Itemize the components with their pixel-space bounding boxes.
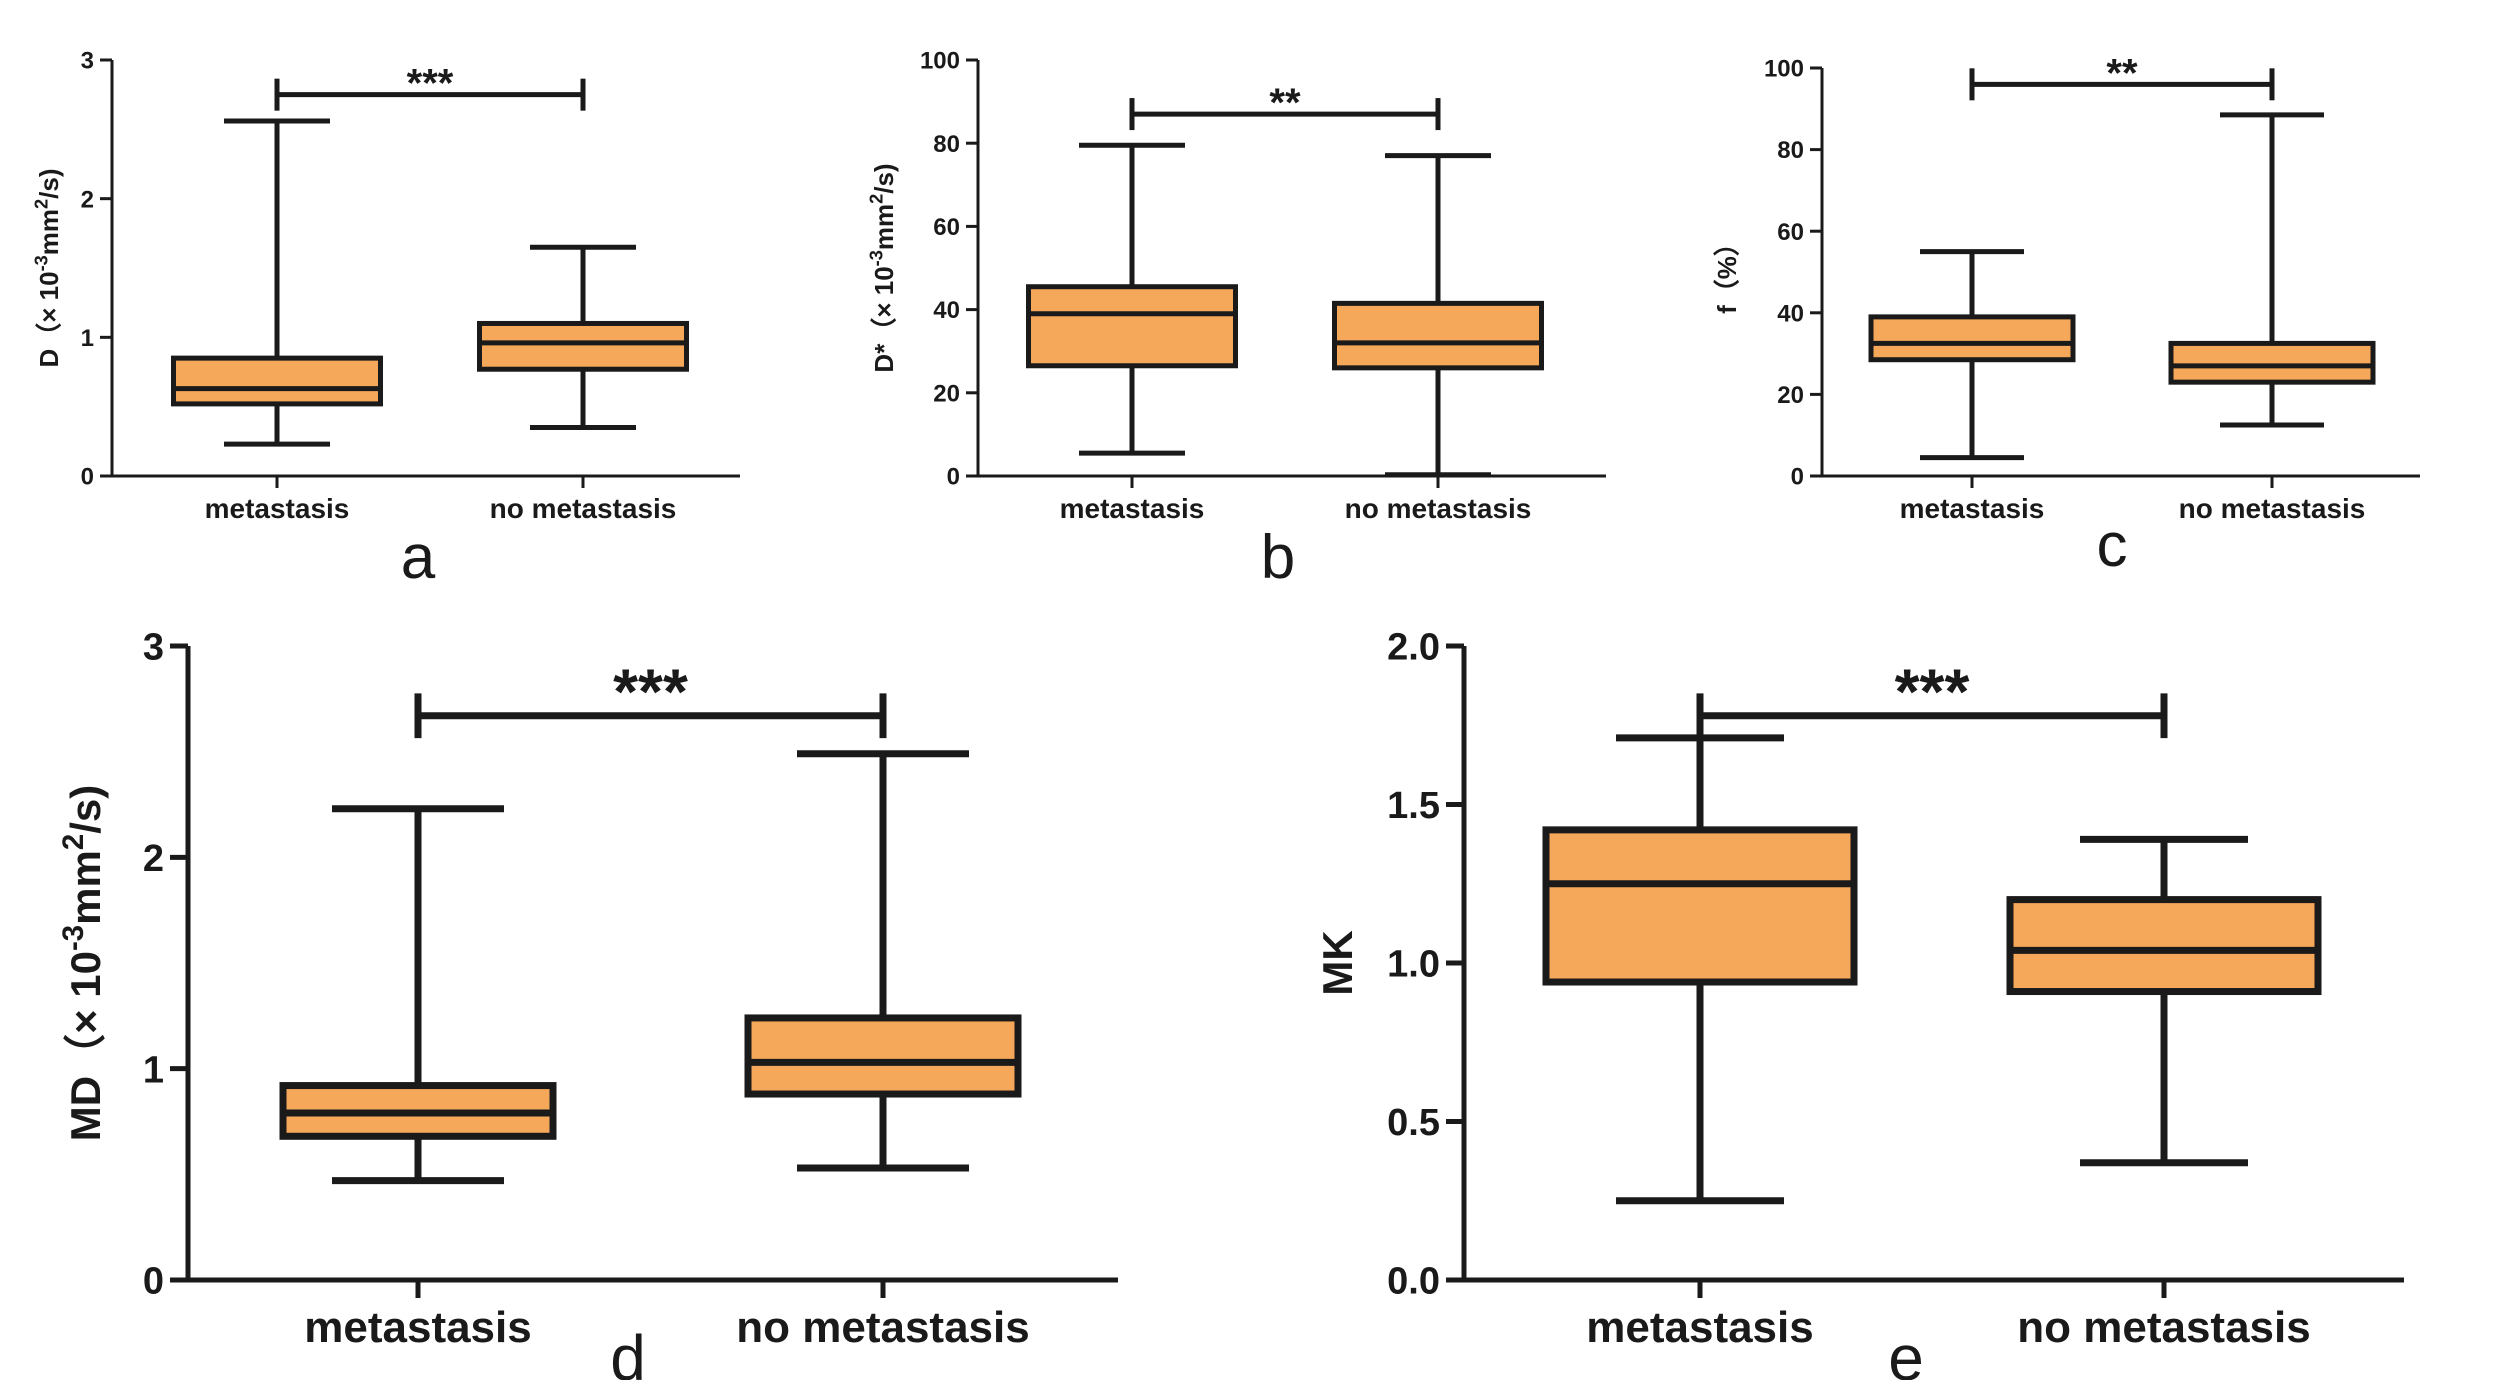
y-tick-label: 20: [933, 380, 960, 407]
y-tick-label: 2: [81, 186, 94, 213]
y-tick-label: 0.5: [1387, 1102, 1440, 1144]
x-tick-label: no metastasis: [2179, 493, 2366, 524]
y-axis-title: D*（× 10-3mm2/s): [867, 163, 899, 372]
iqr-box: [1332, 300, 1544, 371]
y-tick-label: 40: [1777, 300, 1804, 327]
box-b-2: [1332, 153, 1544, 478]
y-tick-label: 0: [1791, 464, 1804, 491]
y-tick-label: 3: [81, 48, 94, 75]
y-tick-label: 100: [920, 48, 960, 75]
y-tick-label: 20: [1777, 382, 1804, 409]
y-axis-title-part: mm: [34, 209, 64, 255]
y-tick-label: 0: [81, 464, 94, 491]
significance-label: ***: [1895, 656, 1970, 728]
iqr-box: [477, 320, 689, 372]
box-c-1: [1868, 249, 2076, 461]
y-axis-title-part: D（× 10: [34, 271, 64, 367]
significance-label: ***: [613, 656, 688, 728]
y-tick-label: 1: [81, 325, 94, 352]
box-a-1: [171, 118, 383, 447]
y-axis-title: D（× 10-3mm2/s): [32, 169, 64, 368]
y-tick-label: 2: [143, 838, 164, 880]
x-tick-label: metastasis: [1060, 493, 1205, 524]
box-a-2: [477, 244, 689, 430]
x-tick-label: metastasis: [304, 1303, 531, 1352]
y-tick-label: 0: [143, 1261, 164, 1303]
panel-letter: c: [2097, 511, 2128, 580]
y-axis-title-superscript: -3: [57, 925, 90, 951]
y-axis-title-superscript: -3: [32, 255, 52, 271]
y-tick-label: 1.0: [1387, 944, 1440, 986]
box-b-1: [1026, 142, 1238, 456]
y-tick-label: 2.0: [1387, 627, 1440, 669]
y-axis-title: MK: [1314, 930, 1361, 995]
box-d-2: [744, 750, 1022, 1172]
box-c-2: [2168, 112, 2376, 428]
y-axis-title-part: /s): [869, 163, 899, 193]
panel-letter: d: [610, 1322, 646, 1380]
panel-c: 0 20 40 60 80 100 metastasis no metastasis ** f（%…: [1712, 51, 2420, 580]
y-tick-label: 100: [1764, 56, 1804, 83]
box-d-1: [279, 805, 557, 1185]
y-tick-label: 60: [933, 214, 960, 241]
x-tick-label: no metastasis: [2017, 1303, 2310, 1352]
y-tick-label: 0: [947, 464, 960, 491]
box-e-2: [2006, 835, 2322, 1167]
panel-letter: a: [401, 523, 436, 592]
y-axis-title: f（%）: [1712, 230, 1742, 314]
panel-e: 0.0 0.5 1.0 1.5 2.0 metastasis no metastasis **…: [1314, 627, 2404, 1380]
significance-label: **: [2106, 51, 2138, 95]
y-axis-title-superscript: 2: [57, 834, 90, 850]
y-axis-title-part: D*（× 10: [869, 266, 899, 372]
y-axis-title-part: /s): [62, 785, 109, 834]
y-tick-label: 0.0: [1387, 1261, 1440, 1303]
y-tick-label: 1.5: [1387, 785, 1440, 827]
x-tick-label: no metastasis: [1345, 493, 1532, 524]
y-axis-title-superscript: -3: [867, 250, 887, 266]
y-tick-label: 1: [143, 1049, 164, 1091]
significance-label: ***: [407, 62, 454, 106]
x-tick-label: metastasis: [1586, 1303, 1813, 1352]
significance-label: **: [1269, 81, 1301, 125]
iqr-box: [171, 355, 383, 407]
x-tick-label: no metastasis: [736, 1303, 1029, 1352]
y-axis-title-superscript: 2: [867, 194, 887, 204]
y-axis-title-part: mm: [869, 204, 899, 250]
x-tick-label: no metastasis: [490, 493, 677, 524]
y-axis-title-part: mm: [62, 850, 109, 925]
box-e-1: [1542, 734, 1858, 1205]
panel-a: 0 1 2 3 metastasis no metastasis *** D（× 10-3mm…: [32, 48, 740, 592]
x-tick-label: metastasis: [1900, 493, 2045, 524]
iqr-box: [1026, 284, 1238, 369]
iqr-box: [744, 1014, 1022, 1098]
y-tick-label: 80: [1777, 137, 1804, 164]
y-tick-label: 40: [933, 297, 960, 324]
y-axis-title: MD（× 10-3mm2/s): [57, 785, 109, 1141]
y-axis-title-superscript: 2: [32, 199, 52, 209]
x-tick-label: metastasis: [205, 493, 350, 524]
y-tick-label: 3: [143, 627, 164, 669]
y-tick-label: 60: [1777, 219, 1804, 246]
iqr-box: [1542, 826, 1858, 986]
iqr-box: [2006, 896, 2322, 996]
panel-letter: e: [1888, 1322, 1924, 1380]
y-tick-label: 80: [933, 131, 960, 158]
iqr-box: [1868, 314, 2076, 363]
y-axis-title-part: /s): [34, 169, 64, 199]
y-axis-title-part: MD（× 10: [62, 951, 109, 1141]
panel-b: 0 20 40 60 80 100 metastasis no metastasis ** D*（…: [867, 48, 1606, 592]
panel-d: 0 1 2 3 metastasis no metastasis *** MD（× 10-3m…: [57, 627, 1118, 1380]
panel-letter: b: [1261, 523, 1295, 592]
iqr-box: [2168, 340, 2376, 385]
